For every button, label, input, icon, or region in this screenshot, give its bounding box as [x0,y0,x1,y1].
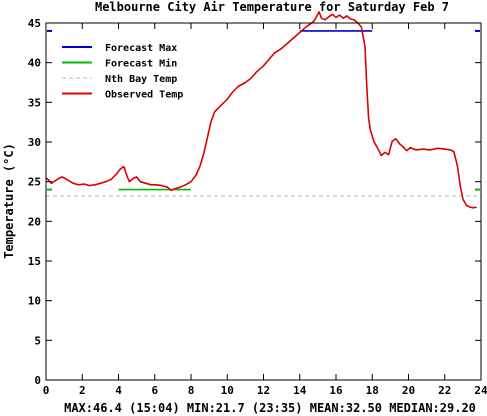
x-tick-label: 0 [43,384,50,397]
x-tick-label: 18 [366,384,379,397]
legend-label-forecast-max: Forecast Max [105,43,177,54]
legend-label-nth-bay-temp: Nth Bay Temp [105,74,177,85]
x-tick-label: 2 [79,384,86,397]
y-tick-label: 20 [28,215,41,228]
y-tick-label: 45 [28,17,41,30]
y-tick-label: 15 [28,255,41,268]
x-tick-label: 6 [151,384,158,397]
x-tick-label: 4 [115,384,122,397]
y-axis-label: Temperature (°C) [2,143,16,259]
summary-stats: MAX:46.4 (15:04) MIN:21.7 (23:35) MEAN:3… [64,401,476,415]
x-tick-label: 20 [402,384,415,397]
x-tick-label: 8 [188,384,195,397]
series-line-observed-temp [45,11,477,209]
y-tick-label: 25 [28,176,41,189]
y-tick-label: 10 [28,295,41,308]
legend-label-observed-temp: Observed Temp [105,90,183,101]
x-tick-label: 16 [329,384,343,397]
x-tick-label: 24 [474,384,487,397]
y-tick-label: 5 [34,334,41,347]
chart-title: Melbourne City Air Temperature for Satur… [95,0,449,14]
legend: Forecast Max Forecast Min Nth Bay Temp Obse… [62,43,183,101]
y-tick-label: 0 [34,374,41,387]
plot-area [45,11,481,209]
y-tick-label: 35 [28,96,41,109]
x-tick-label: 14 [293,384,307,397]
x-tick-label: 10 [221,384,234,397]
y-tick-label: 40 [28,57,41,70]
legend-label-forecast-min: Forecast Min [105,58,177,70]
x-tick-label: 22 [438,384,451,397]
x-tick-label: 12 [257,384,270,397]
y-tick-label: 30 [28,136,41,149]
